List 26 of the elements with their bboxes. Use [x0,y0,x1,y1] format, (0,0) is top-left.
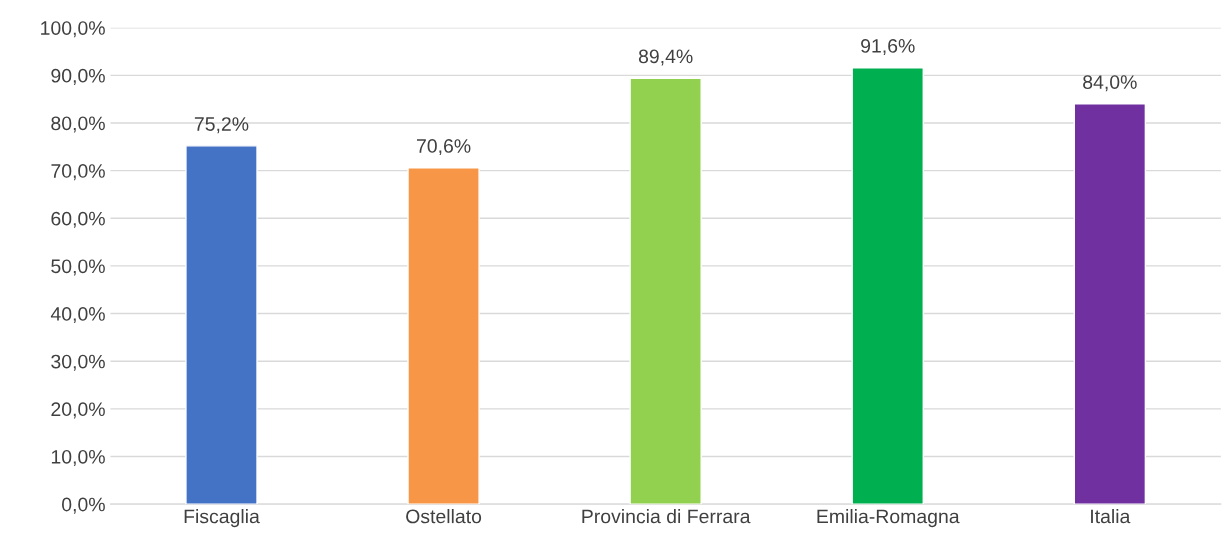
y-tick-label: 70,0% [51,164,105,181]
x-tick-label: Emilia-Romagna [817,509,960,528]
y-tick-label: 40,0% [50,307,105,324]
data-label: 70,6% [416,139,471,156]
x-tick-label: Ostellato [406,509,482,524]
data-label: 89,4% [638,49,693,66]
x-tick-label: Provincia di Ferrara [582,509,751,524]
y-tick-label: 0,0% [62,497,105,514]
y-tick-label: 50,0% [51,259,105,276]
bar [407,167,480,505]
x-tick-label: Fiscaglia [184,509,260,528]
y-tick-label: 10,0% [51,449,105,467]
y-tick-label: 30,0% [51,354,105,371]
y-tick-label: 80,0% [51,116,105,133]
x-tick-label: Italia [1091,509,1131,524]
data-label: 84,0% [1083,75,1137,92]
y-tick-label: 20,0% [51,402,105,419]
bar [1073,103,1147,505]
bar [629,77,702,505]
data-label: 75,2% [194,117,249,134]
y-tick-label: 90,0% [51,68,105,85]
data-label: 91,6% [861,39,915,56]
y-tick-label: 100,0% [41,21,105,38]
y-tick-label: 60,0% [51,211,105,228]
bar [851,67,924,505]
bar [185,145,258,505]
